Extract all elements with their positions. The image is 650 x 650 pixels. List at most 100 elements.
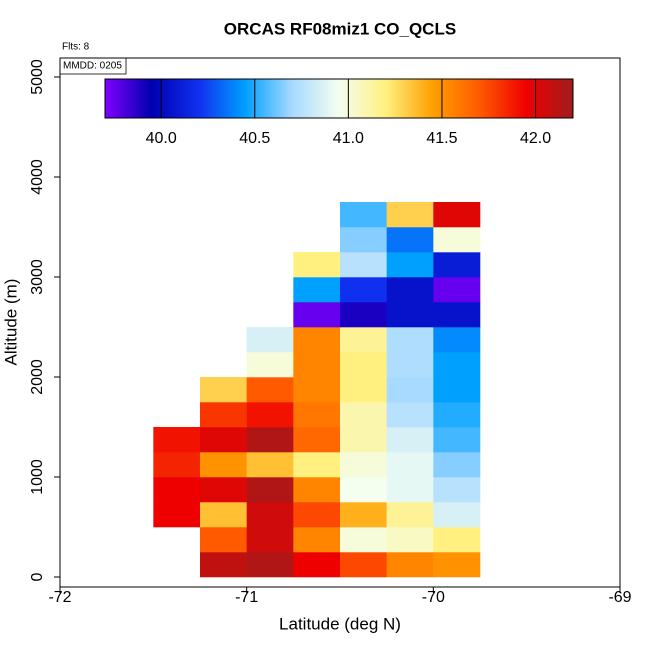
heatmap-cell <box>246 327 294 353</box>
y-tick-label: 3000 <box>29 259 46 295</box>
chart-title: ORCAS RF08miz1 CO_QCLS <box>224 19 456 38</box>
colorbar-tick-label: 41.0 <box>333 130 364 147</box>
heatmap-cell <box>433 402 481 428</box>
heatmap-cell <box>246 352 294 378</box>
y-axis-label: Altitude (m) <box>1 279 20 366</box>
heatmap-cell <box>246 452 294 478</box>
heatmap-cell <box>386 227 434 253</box>
heatmap-cell <box>246 477 294 503</box>
heatmap-cell <box>153 477 201 503</box>
heatmap-cell <box>246 377 294 403</box>
plot-frame <box>59 57 621 588</box>
heatmap-cell <box>433 377 481 403</box>
x-tick-label: -69 <box>608 589 631 606</box>
x-tick-label: -71 <box>235 589 258 606</box>
heatmap-cell <box>340 227 387 253</box>
heatmap-cell <box>433 352 481 378</box>
heatmap-cell <box>153 452 201 478</box>
heatmap-cell <box>153 427 201 453</box>
heatmap-cell <box>433 202 481 228</box>
heatmap-cell <box>293 377 341 403</box>
heatmap-cell <box>340 402 387 428</box>
heatmap-cell <box>386 277 434 303</box>
heatmap-cell <box>293 327 341 353</box>
heatmap-cell <box>293 552 341 578</box>
heatmap-cell <box>246 502 294 528</box>
heatmap-cell <box>340 502 387 528</box>
y-tick-label: 0 <box>29 572 46 581</box>
heatmap-cell <box>386 327 434 353</box>
heatmap-cell <box>200 477 247 503</box>
heatmap-cell <box>340 277 387 303</box>
heatmap-cell <box>200 502 247 528</box>
colorbar-tick-label: 40.5 <box>239 130 270 147</box>
heatmap-cell <box>386 427 434 453</box>
heatmap-cell <box>433 477 481 503</box>
x-axis-label: Latitude (deg N) <box>279 614 401 633</box>
colorbar-tick-label: 41.5 <box>426 130 457 147</box>
heatmap-cell <box>433 527 481 553</box>
heatmap-cell <box>153 502 201 528</box>
heatmap-cell <box>293 302 341 328</box>
heatmap-cell <box>200 402 247 428</box>
heatmap-cell <box>433 502 481 528</box>
heatmap-cell <box>200 552 247 578</box>
heatmap-cell <box>340 452 387 478</box>
heatmap-cell <box>340 352 387 378</box>
colorbar <box>104 78 574 119</box>
heatmap-cell <box>340 552 387 578</box>
heatmap-cell <box>386 452 434 478</box>
heatmap-cell <box>386 252 434 278</box>
y-tick-label: 5000 <box>29 59 46 95</box>
colorbar-tick-label: 40.0 <box>146 130 177 147</box>
x-tick-label: -70 <box>422 589 445 606</box>
heatmap-cell <box>340 377 387 403</box>
heatmap-cell <box>340 252 387 278</box>
colorbar-tick-label: 42.0 <box>520 130 551 147</box>
heatmap-cell <box>293 427 341 453</box>
heatmap-cell <box>246 527 294 553</box>
heatmap-cell <box>293 502 341 528</box>
heatmap-cell <box>293 402 341 428</box>
heatmap-cell <box>340 302 387 328</box>
heatmap-cell <box>200 427 247 453</box>
heatmap-cell <box>200 452 247 478</box>
annotation: Flts: 8 <box>62 42 90 53</box>
heatmap-cell <box>386 527 434 553</box>
heatmap-cell <box>386 377 434 403</box>
heatmap-cell <box>293 277 341 303</box>
heatmap-cell <box>293 352 341 378</box>
annotation: MMDD: 0205 <box>63 61 122 72</box>
heatmap-cell <box>386 352 434 378</box>
heatmap-cell <box>386 202 434 228</box>
heatmap-cell <box>340 202 387 228</box>
y-tick-label: 2000 <box>29 359 46 395</box>
heatmap-cell <box>386 502 434 528</box>
heatmap-cell <box>433 277 481 303</box>
heatmap-cell <box>200 377 247 403</box>
heatmap-cell <box>293 252 341 278</box>
heatmap-cell <box>386 402 434 428</box>
heatmap-cell <box>340 327 387 353</box>
heatmap-cell <box>386 302 434 328</box>
heatmap-cell <box>293 452 341 478</box>
heatmap-cell <box>246 427 294 453</box>
heatmap-cell <box>293 527 341 553</box>
heatmap-cell <box>386 552 434 578</box>
heatmap-cell <box>433 427 481 453</box>
heatmap-cell <box>433 302 481 328</box>
y-tick-label: 1000 <box>29 459 46 495</box>
heatmap-cell <box>433 227 481 253</box>
heatmap-cell <box>433 327 481 353</box>
heatmap-cell <box>293 477 341 503</box>
heatmap-cell <box>246 402 294 428</box>
heatmap-cell <box>246 552 294 578</box>
heatmap-cell <box>340 527 387 553</box>
heatmap-cell <box>433 252 481 278</box>
heatmap-cell <box>340 477 387 503</box>
y-tick-label: 4000 <box>29 159 46 195</box>
x-tick-label: -72 <box>48 589 71 606</box>
heatmap-cell <box>340 427 387 453</box>
heatmap-cell <box>433 452 481 478</box>
